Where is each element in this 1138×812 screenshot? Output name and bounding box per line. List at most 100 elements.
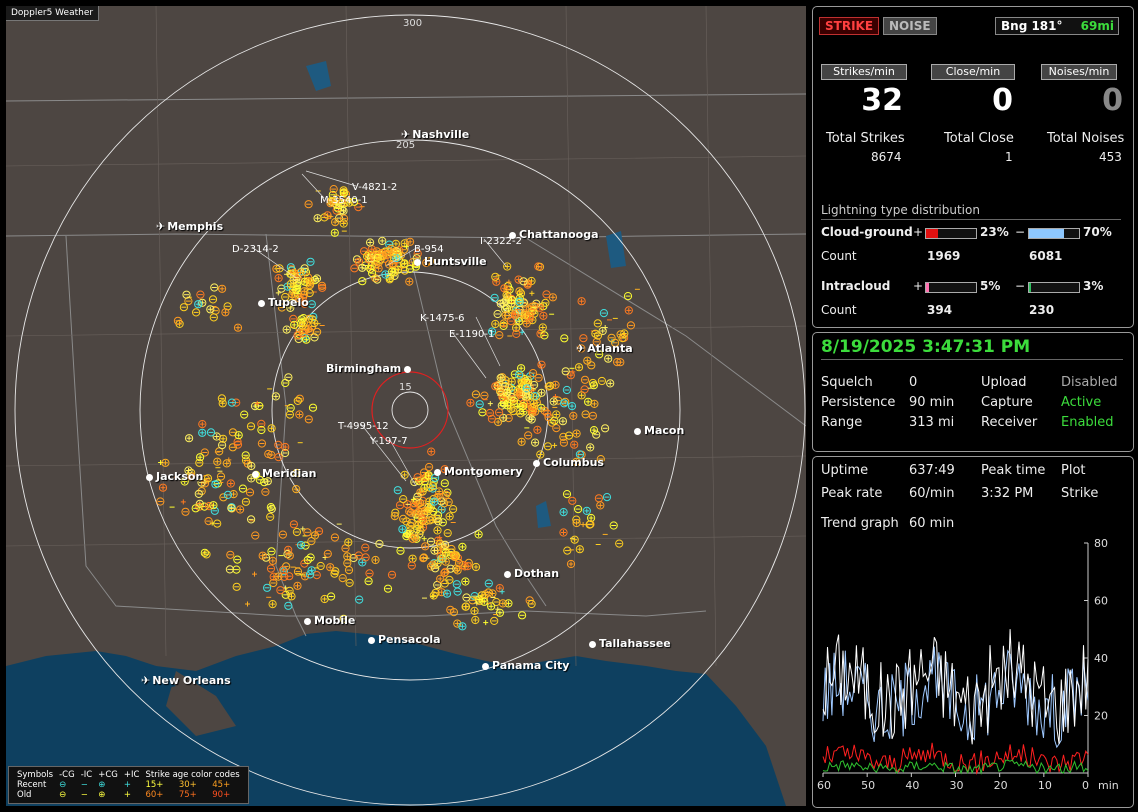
city-tupelo: Tupelo (258, 296, 309, 309)
legend-header: Symbols (17, 770, 54, 780)
strike-marker (623, 292, 633, 301)
trend-x-tick-label: 50 (861, 779, 875, 792)
receiver-value: Enabled (1061, 415, 1114, 430)
close-range-ring (371, 371, 449, 449)
strike-marker (471, 615, 480, 625)
strike-marker (446, 605, 455, 614)
strike-marker (293, 331, 302, 340)
strike-marker (196, 453, 205, 462)
strike-marker (286, 280, 295, 289)
city-name: Macon (644, 424, 685, 437)
strike-marker (304, 415, 313, 424)
strike-marker (269, 578, 278, 588)
plot-value[interactable]: Strike (1061, 486, 1099, 501)
strike-marker (405, 277, 414, 286)
strike-marker (499, 589, 505, 595)
strike-marker (580, 385, 589, 394)
strike-marker (232, 582, 241, 591)
strike-marker (458, 622, 467, 631)
legend-recent-label: Recent (17, 780, 47, 790)
legend-age-15: 15+ (145, 780, 164, 790)
strike-marker (440, 479, 449, 488)
strike-marker (245, 488, 255, 497)
strike-marker (352, 255, 362, 264)
city-pensacola: Pensacola (368, 633, 441, 646)
strike-marker (225, 565, 234, 574)
strike-marker (375, 539, 384, 549)
squelch-value: 0 (909, 375, 918, 390)
persistence-label: Persistence (821, 395, 896, 410)
lightning-map[interactable]: 300 205 15 V-4821-2 M-3540-1 D-2314-2 I-232… (6, 6, 806, 806)
total-strikes-value: 8674 (871, 150, 902, 164)
state-borders (6, 93, 806, 637)
legend-old-label: Old (17, 790, 32, 800)
strike-marker (389, 248, 398, 257)
strike-marker (475, 400, 484, 409)
strike-marker (566, 559, 576, 569)
strike-marker (582, 506, 591, 515)
strike-marker (331, 218, 340, 227)
strike-marker (559, 528, 568, 537)
strike-marker (490, 616, 499, 626)
strike-marker (252, 571, 257, 577)
strike-marker (402, 529, 412, 539)
noises-rate-value: 0 (1102, 83, 1123, 118)
strike-marker (427, 447, 436, 456)
strike-marker (276, 586, 285, 595)
ic-count-label: Count (821, 303, 857, 317)
strike-marker (501, 382, 510, 391)
strike-marker (200, 448, 209, 457)
city-nashville: ✈ Nashville (401, 128, 469, 141)
strike-marker (474, 530, 483, 539)
cg-minus-sign: − (1015, 225, 1026, 239)
distance-value: 69mi (1080, 19, 1114, 33)
strike-marker (361, 553, 370, 562)
legend-col-neg-cg: -CG (59, 770, 75, 780)
strike-marker (590, 399, 599, 408)
cg-positive-bar (925, 228, 977, 239)
strikes-rate-value: 32 (861, 83, 903, 118)
strike-marker (563, 546, 572, 555)
legend-col-neg-ic: -IC (80, 770, 93, 780)
strike-marker (366, 238, 375, 247)
strike-marker (487, 327, 497, 336)
ic-positive-bar (925, 282, 977, 293)
strike-marker (580, 375, 590, 384)
strike-marker (442, 490, 451, 499)
strike-marker (495, 606, 501, 612)
strike-marker (495, 331, 504, 340)
strike-marker (285, 410, 294, 419)
strike-marker (517, 437, 526, 446)
ring-label-300: 300 (403, 18, 422, 29)
strike-marker (405, 264, 414, 274)
strike-marker (210, 283, 219, 292)
strike-marker (586, 443, 595, 452)
storm-label: K-1475-6 (420, 313, 465, 324)
strike-marker (524, 431, 533, 440)
strike-marker (436, 574, 445, 584)
strike-marker (495, 386, 505, 395)
noise-button[interactable]: NOISE (883, 17, 937, 35)
strike-marker (232, 565, 241, 574)
strike-marker (182, 290, 191, 299)
strike-marker (284, 601, 293, 610)
strike-marker (550, 416, 559, 425)
strike-marker (616, 358, 625, 367)
strike-marker (330, 569, 339, 578)
strike-marker (525, 391, 535, 401)
strike-marker (419, 553, 428, 562)
strike-marker (592, 337, 601, 346)
city-dot-icon (634, 427, 641, 435)
city-name: Tupelo (268, 296, 309, 309)
strike-marker (601, 424, 610, 433)
strike-button[interactable]: STRIKE (819, 17, 880, 35)
strike-marker (258, 551, 267, 560)
strike-marker (247, 461, 256, 471)
strike-marker (577, 344, 586, 353)
legend-age-30: 30+ (178, 780, 197, 790)
strike-marker (523, 376, 533, 385)
strike-marker (240, 410, 249, 419)
legend-age-90: 90+ (212, 790, 231, 800)
trend-line-strikes (822, 629, 1089, 745)
strike-marker (546, 381, 555, 390)
